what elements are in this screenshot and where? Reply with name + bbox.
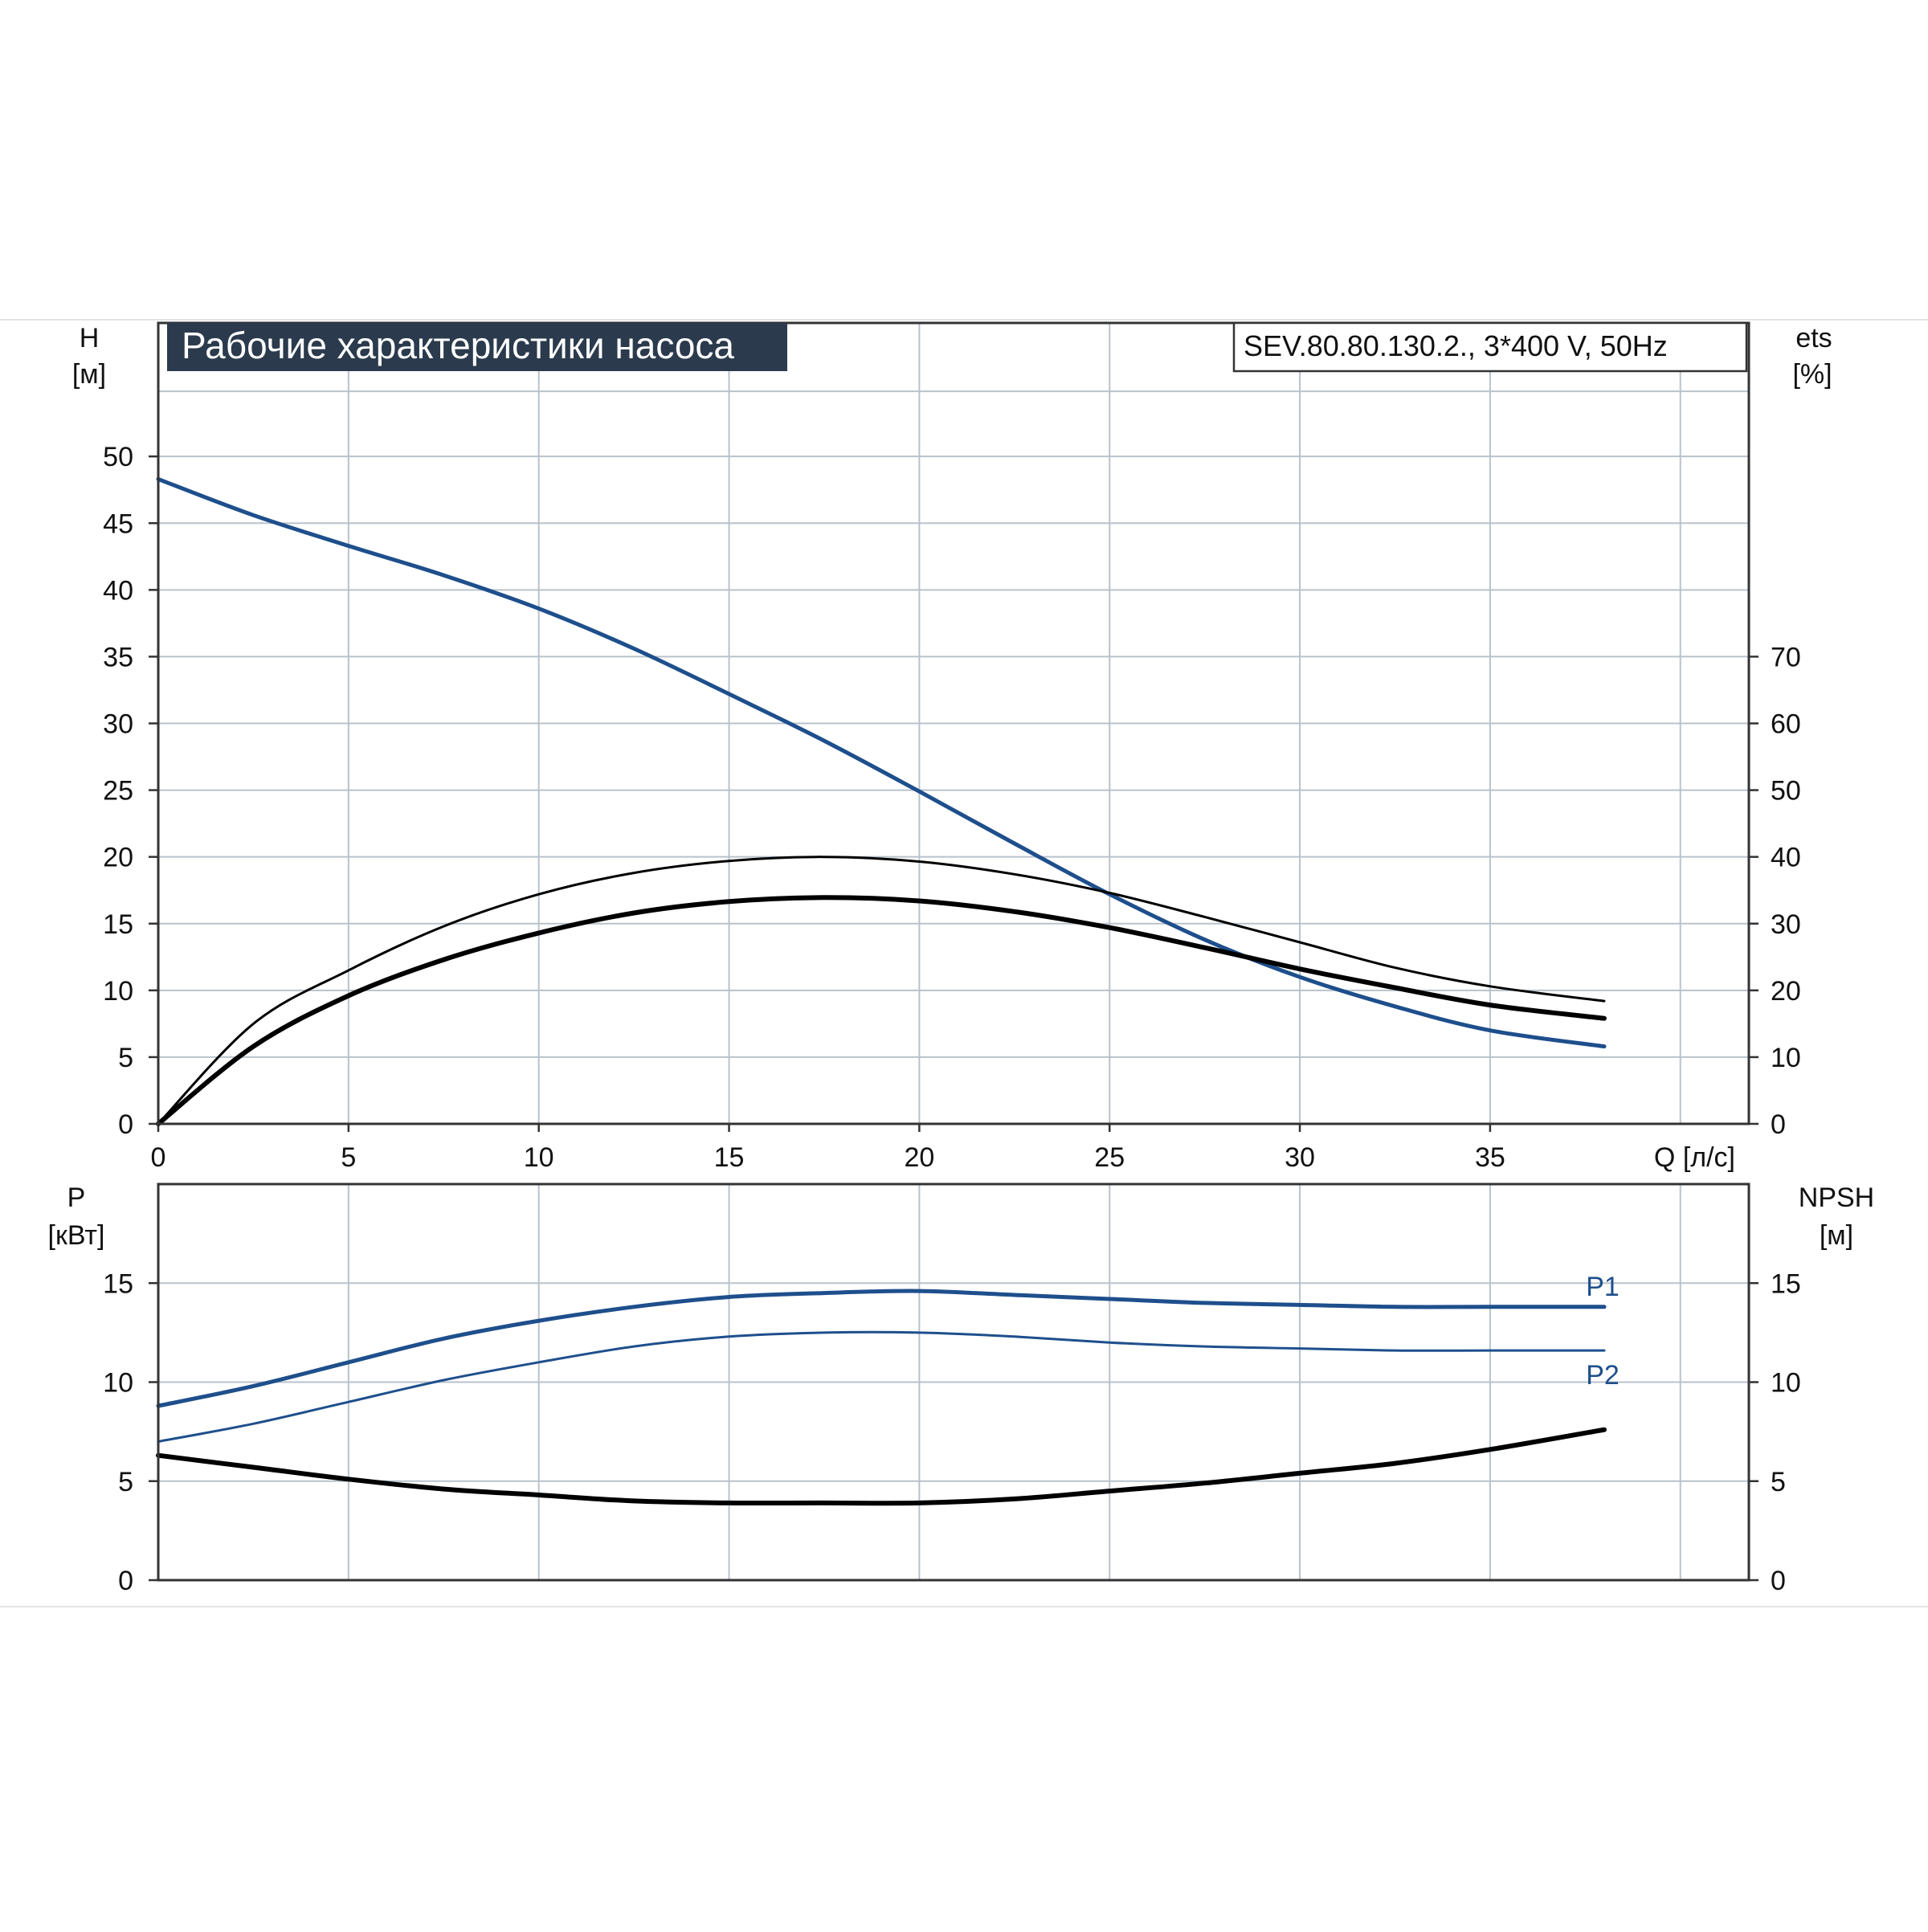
h-tick-label: 40: [103, 575, 133, 606]
bottom-plot-frame: [157, 1182, 1750, 1582]
efficiency-curve-thin: [157, 856, 1606, 1125]
p-axis-unit: [кВт]: [48, 1220, 105, 1251]
eta-tick-label: 20: [1771, 976, 1801, 1007]
eta-tick-label: 10: [1771, 1043, 1801, 1073]
q-tick-label: 15: [714, 1142, 745, 1173]
p-tick-label: 10: [103, 1368, 133, 1399]
p2-power-curve: [157, 1330, 1606, 1443]
h-tick-label: 20: [103, 843, 133, 873]
top-series: [156, 476, 1607, 1126]
p1-power-curve: [156, 1289, 1607, 1408]
eta-tick-label: 70: [1771, 642, 1801, 672]
eta-axis-unit: [%]: [1792, 359, 1832, 390]
h-tick-label: 25: [103, 776, 133, 807]
bottom-grid: [158, 1184, 1749, 1580]
eta-tick-label: 40: [1771, 843, 1801, 873]
q-tick-label: 0: [151, 1142, 166, 1173]
top-tick-labels: 0 5 10 15 20 25 30 35 40 45 50 0 10 20 30 40 50 60 70 0 5 10 1…: [103, 442, 1801, 1173]
efficiency-curve-thick: [156, 895, 1607, 1126]
npsh-axis-symbol: NPSH: [1799, 1182, 1874, 1213]
p-tick-label: 5: [118, 1467, 133, 1497]
p-tick-label: 15: [103, 1268, 133, 1299]
npsh-tick-label: 5: [1771, 1467, 1786, 1497]
title-box: [167, 323, 787, 371]
h-tick-label: 45: [103, 509, 133, 539]
p-tick-label: 0: [118, 1566, 133, 1596]
npsh-tick-label: 10: [1771, 1368, 1801, 1399]
eta-tick-label: 50: [1771, 776, 1801, 807]
q-tick-label: 20: [904, 1142, 934, 1173]
h-tick-label: 10: [103, 976, 133, 1007]
bottom-tick-labels: 0 5 10 15 0 5 10 15: [103, 1268, 1801, 1596]
h-axis-unit: [м]: [72, 359, 106, 390]
npsh-tick-label: 0: [1771, 1566, 1786, 1596]
h-tick-label: 15: [103, 909, 133, 940]
q-axis-label: Q [л/с]: [1654, 1142, 1735, 1173]
p1-label: P1: [1586, 1272, 1620, 1302]
bottom-series: [156, 1289, 1607, 1506]
npsh-axis-unit: [м]: [1820, 1220, 1853, 1251]
h-tick-label: 5: [118, 1043, 133, 1073]
eta-axis-symbol: ets: [1795, 323, 1832, 353]
model-label: SEV.80.80.130.2., 3*400 V, 50Hz: [1244, 329, 1668, 362]
eta-tick-label: 0: [1771, 1109, 1786, 1140]
top-grid: [158, 323, 1749, 1124]
q-tick-label: 25: [1094, 1142, 1125, 1173]
q-tick-label: 30: [1285, 1142, 1315, 1173]
model-box: [1232, 321, 1748, 373]
h-tick-label: 30: [103, 709, 133, 740]
eta-tick-label: 60: [1771, 709, 1801, 740]
q-tick-label: 10: [524, 1142, 554, 1173]
top-plot-frame: [157, 321, 1750, 1125]
h-tick-label: 50: [103, 442, 133, 472]
h-tick-label: 35: [103, 642, 133, 672]
h-axis-symbol: H: [80, 323, 100, 353]
chart-title: Рабочие характеристики насоса: [182, 325, 734, 366]
npsh-tick-label: 15: [1771, 1268, 1801, 1299]
eta-tick-label: 30: [1771, 909, 1801, 940]
q-tick-label: 5: [341, 1142, 356, 1173]
npsh-curve: [156, 1427, 1607, 1506]
p-axis-symbol: P: [67, 1182, 86, 1213]
head-curve: [156, 476, 1607, 1049]
q-tick-label: 35: [1475, 1142, 1505, 1173]
h-tick-label: 0: [118, 1109, 133, 1140]
p2-label: P2: [1586, 1360, 1620, 1391]
